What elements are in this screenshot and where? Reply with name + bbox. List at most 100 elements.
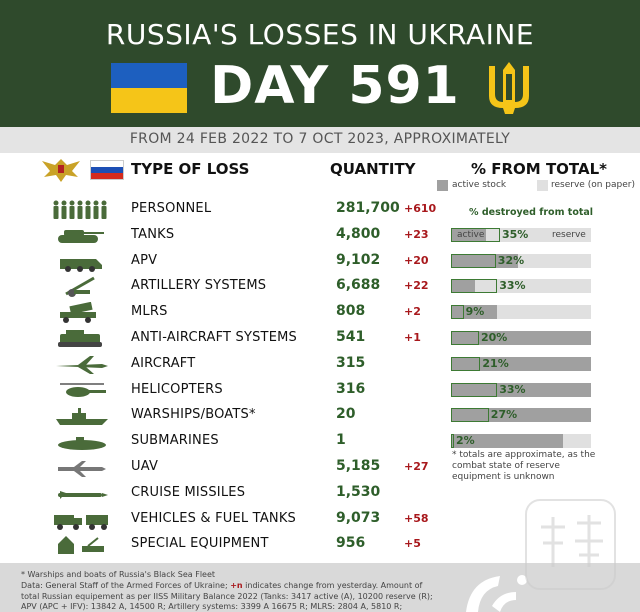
bar-label-reserve: reserve [552, 229, 586, 240]
bar-active-segment [451, 356, 591, 371]
row-name: APV [131, 252, 158, 268]
row-quantity: 1,530 [336, 483, 381, 500]
row-name: AIRCRAFT [131, 355, 196, 371]
column-header-percent: % FROM TOTAL* [471, 160, 608, 178]
subtitle-band [0, 127, 640, 153]
page-title: RUSSIA'S LOSSES IN UKRAINE [105, 18, 535, 51]
row-quantity: 20 [336, 406, 356, 423]
tank-icon [52, 225, 112, 251]
row-name: MLRS [131, 304, 168, 320]
bar-destroyed-segment [451, 227, 500, 242]
bar-destroyed-segment [451, 356, 481, 371]
row-delta: +1 [404, 331, 421, 344]
footer-note-warships: * Warships and boats of Russia's Black S… [21, 570, 216, 579]
bar-percent-label: 33% [499, 382, 526, 396]
row-quantity: 956 [336, 535, 366, 552]
row-quantity: 5,185 [336, 458, 381, 474]
percent-bar: 27% [451, 408, 591, 423]
row-quantity: 9,073 [336, 509, 381, 526]
row-name: HELICOPTERS [131, 381, 223, 397]
row-quantity: 316 [336, 380, 366, 397]
legend-reserve-label: reserve (on paper) [551, 180, 635, 190]
header-banner [0, 0, 640, 127]
row-name: WARSHIPS/BOATS* [131, 407, 256, 423]
row-quantity: 9,102 [336, 251, 381, 268]
bar-percent-label: 35% [502, 227, 529, 241]
artillery-icon [52, 276, 112, 302]
russia-flag-icon [90, 160, 124, 180]
ukraine-flag-icon [111, 63, 187, 113]
row-name: ANTI-AIRCRAFT SYSTEMS [131, 330, 297, 345]
totals-note: * totals are approximate, as the combat … [452, 450, 596, 482]
aircraft-icon [52, 354, 112, 380]
bar-active-segment [451, 408, 591, 423]
row-delta: +20 [404, 253, 429, 267]
row-quantity: 4,800 [336, 225, 381, 242]
warship-icon [52, 405, 112, 431]
bar-percent-label: 32% [497, 253, 525, 267]
bar-destroyed-segment [451, 279, 498, 294]
bar-destroyed-segment [451, 253, 496, 268]
row-delta: +2 [404, 305, 421, 319]
row-name: CRUISE MISSILES [131, 484, 246, 500]
uav-icon [52, 457, 112, 483]
submarine-icon [52, 431, 112, 457]
footer-iiss-details: APV (APC + IFV): 13842 A, 14500 R; Artil… [21, 602, 403, 611]
mlrs-icon [52, 301, 112, 328]
bar-percent-label: 2% [456, 434, 475, 448]
row-quantity: 6,688 [336, 277, 381, 294]
anti-aircraft-icon [52, 328, 112, 354]
bar-destroyed-segment [451, 434, 454, 449]
trident-icon [489, 62, 529, 114]
bar-percent-label: 21% [482, 356, 509, 370]
bar-active-segment [451, 434, 563, 449]
row-delta: +27 [404, 460, 429, 473]
special-equipment-icon [52, 534, 112, 560]
bar-destroyed-segment [451, 305, 464, 320]
row-name: TANKS [131, 226, 175, 242]
percent-bar: 9% [451, 305, 591, 320]
percent-bar: 32% [451, 253, 591, 268]
footer-data-source: Data: General Staff of the Armed Forces … [21, 581, 423, 590]
legend-active-swatch [437, 180, 448, 191]
row-quantity: 541 [336, 329, 366, 345]
bar-percent-label: 9% [465, 305, 485, 319]
bar-label-active: active [457, 229, 485, 240]
truck-icon [52, 509, 112, 535]
bar-percent-label: 27% [490, 408, 518, 422]
watermark-icon [525, 499, 616, 590]
column-header-quantity: QUANTITY [330, 160, 416, 178]
row-delta: +23 [404, 227, 429, 241]
helicopter-icon [52, 380, 112, 406]
bar-destroyed-segment [451, 331, 479, 345]
row-delta: +22 [404, 279, 429, 293]
column-header-type: TYPE OF LOSS [131, 160, 250, 178]
bar-active-segment [451, 331, 591, 345]
bar-percent-label: 33% [499, 279, 526, 293]
legend-active-label: active stock [452, 180, 507, 190]
day-counter: DAY 591 [210, 56, 460, 116]
soldiers-icon [52, 199, 112, 225]
percent-bar: 20% [451, 331, 591, 345]
trident-logo-icon [466, 575, 527, 612]
row-name: SUBMARINES [131, 433, 219, 449]
date-range-subtitle: FROM 24 FEB 2022 TO 7 OCT 2023, APPROXIM… [129, 131, 511, 147]
bar-active-segment [451, 305, 498, 320]
destroyed-caption: % destroyed from total [469, 207, 594, 218]
bar-destroyed-segment [451, 382, 498, 397]
percent-bar: 33% [451, 382, 591, 397]
bar-active-segment [451, 382, 591, 397]
row-name: UAV [131, 459, 159, 474]
row-name: SPECIAL EQUIPMENT [131, 536, 269, 552]
row-delta: +610 [404, 202, 437, 215]
row-delta: +58 [404, 511, 429, 525]
bar-destroyed-segment [451, 408, 489, 423]
row-quantity: 315 [336, 354, 366, 371]
percent-bar: active reserve 35% [451, 227, 591, 242]
row-name: PERSONNEL [131, 201, 212, 216]
row-quantity: 1 [336, 432, 346, 449]
percent-bar: 33% [451, 279, 591, 294]
percent-bar: 21% [451, 356, 591, 371]
bar-percent-label: 20% [481, 331, 508, 344]
cruise-missile-icon [52, 483, 112, 509]
